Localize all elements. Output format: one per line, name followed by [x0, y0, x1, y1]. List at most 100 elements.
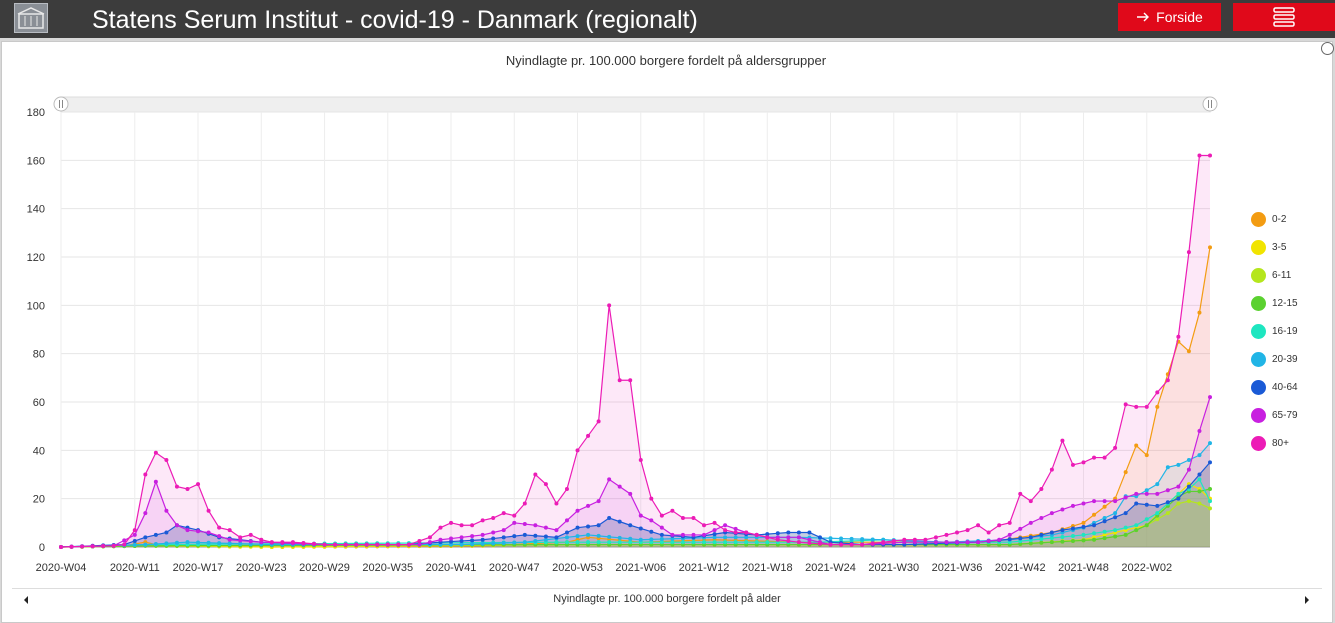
data-point-16-19	[586, 540, 591, 545]
data-point-80+	[596, 419, 601, 424]
data-point-65-79	[712, 528, 717, 533]
zoom-handle-left[interactable]	[53, 96, 69, 112]
legend-item-20-39[interactable]: 20-39	[1251, 350, 1298, 368]
data-point-65-79	[501, 528, 506, 533]
legend-item-65-79[interactable]: 65-79	[1251, 406, 1298, 424]
data-point-65-79	[1028, 520, 1033, 525]
data-point-40-64	[1197, 472, 1202, 477]
institute-building-icon[interactable]	[14, 3, 48, 33]
data-point-40-64	[1155, 503, 1160, 508]
data-point-65-79	[586, 503, 591, 508]
data-point-40-64	[1144, 502, 1149, 507]
data-point-80+	[1155, 390, 1160, 395]
x-tick-label: 2021-W06	[615, 562, 666, 574]
data-point-20-39	[174, 540, 179, 545]
data-point-20-39	[217, 541, 222, 546]
data-point-20-39	[512, 540, 517, 545]
data-point-65-79	[1165, 488, 1170, 493]
x-tick-label: 2020-W23	[236, 562, 287, 574]
x-tick-label: 2021-W36	[932, 562, 983, 574]
data-point-20-39	[501, 540, 506, 545]
data-point-40-64	[796, 530, 801, 535]
data-point-16-19	[691, 540, 696, 545]
data-point-80+	[976, 523, 981, 528]
data-point-65-79	[1197, 429, 1202, 433]
data-point-20-39	[153, 541, 158, 546]
chart-scrollbar[interactable]: Nyindlagte pr. 100.000 borgere fordelt p…	[12, 588, 1322, 611]
data-point-12-15	[1049, 540, 1054, 545]
zoom-handle-grip	[59, 100, 63, 108]
data-point-20-39	[1208, 441, 1212, 446]
data-point-80+	[986, 530, 991, 535]
data-point-80+	[744, 530, 749, 535]
legend-item-6-11[interactable]: 6-11	[1251, 266, 1291, 284]
x-tick-label: 2021-W18	[742, 562, 793, 574]
data-point-80+	[1186, 250, 1191, 255]
data-point-40-64	[765, 532, 770, 537]
data-point-80+	[891, 538, 896, 543]
data-point-20-39	[196, 540, 201, 545]
data-point-40-64	[596, 523, 601, 528]
data-point-80+	[238, 535, 243, 540]
data-point-80+	[301, 540, 306, 545]
data-point-80+	[470, 523, 475, 528]
data-point-65-79	[933, 540, 938, 545]
forside-button[interactable]: Forside	[1118, 3, 1221, 31]
x-tick-label: 2020-W04	[36, 562, 87, 574]
x-tick-label: 2021-W12	[679, 562, 730, 574]
data-point-12-15	[1018, 541, 1023, 546]
scroll-left-icon[interactable]	[20, 593, 32, 607]
data-point-20-39	[1144, 488, 1149, 493]
data-point-16-19	[765, 540, 770, 545]
legend-label: 0-2	[1272, 213, 1287, 225]
legend-item-16-19[interactable]: 16-19	[1251, 322, 1298, 340]
data-point-65-79	[427, 540, 432, 545]
data-point-20-39	[206, 540, 211, 545]
data-point-65-79	[1092, 499, 1097, 504]
data-point-20-39	[132, 542, 137, 547]
data-point-80+	[59, 545, 63, 549]
legend-item-80+[interactable]: 80+	[1251, 434, 1289, 452]
data-point-40-64	[1113, 515, 1118, 520]
data-point-80+	[375, 542, 380, 547]
legend-item-0-2[interactable]: 0-2	[1251, 210, 1286, 228]
data-point-80+	[712, 520, 717, 525]
scroll-right-icon[interactable]	[1301, 593, 1313, 607]
data-point-80+	[449, 520, 454, 525]
data-point-40-64	[164, 530, 169, 535]
zoom-handle-right[interactable]	[1202, 96, 1218, 112]
data-point-80+	[659, 513, 664, 518]
menu-button[interactable]	[1233, 3, 1335, 31]
data-point-80+	[174, 484, 179, 489]
data-point-65-79	[997, 537, 1002, 542]
legend-swatch	[1251, 295, 1266, 311]
data-point-65-79	[438, 537, 443, 542]
data-point-65-79	[1039, 516, 1044, 520]
data-point-20-39	[564, 535, 569, 540]
data-point-80+	[1049, 467, 1054, 472]
data-point-0-2	[1081, 520, 1086, 525]
data-point-65-79	[733, 526, 738, 531]
data-point-20-39	[1176, 462, 1181, 467]
data-point-65-79	[680, 532, 685, 537]
data-point-80+	[965, 528, 970, 533]
data-point-20-39	[164, 541, 169, 546]
data-point-80+	[122, 542, 127, 547]
legend-item-12-15[interactable]: 12-15	[1251, 294, 1298, 312]
close-icon[interactable]	[1321, 42, 1334, 55]
data-point-80+	[817, 541, 822, 546]
data-point-16-19	[649, 540, 654, 545]
data-point-80+	[997, 523, 1002, 528]
data-point-80+	[775, 537, 780, 542]
data-point-40-64	[470, 538, 475, 543]
legend-swatch	[1251, 211, 1266, 227]
legend-item-40-64[interactable]: 40-64	[1251, 378, 1298, 396]
legend-item-3-5[interactable]: 3-5	[1251, 238, 1286, 256]
data-point-40-64	[1123, 511, 1128, 516]
data-point-20-39	[522, 540, 527, 545]
data-point-80+	[786, 538, 791, 543]
data-point-16-19	[1049, 536, 1054, 541]
data-point-80+	[311, 541, 316, 546]
data-point-16-19	[1102, 529, 1107, 534]
series-area-80+	[61, 155, 1210, 547]
